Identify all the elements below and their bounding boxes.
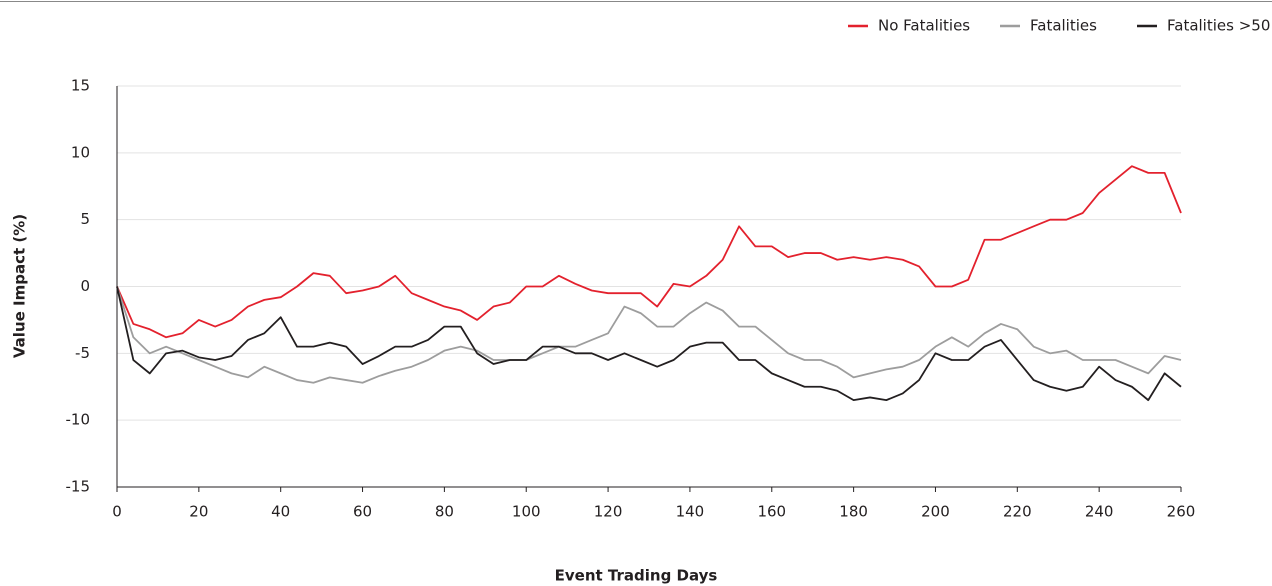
- x-tick-label: 60: [353, 503, 372, 521]
- y-axis-label: Value Impact (%): [11, 214, 29, 358]
- y-tick-label: -15: [66, 478, 91, 496]
- x-tick-label: 120: [594, 503, 623, 521]
- series-line: [116, 165, 1182, 339]
- x-tick-label: 200: [921, 503, 950, 521]
- series-line: [116, 286, 1182, 384]
- y-tick-label: -5: [75, 344, 90, 362]
- y-tick-label: 15: [71, 77, 90, 95]
- series-line: [116, 286, 1182, 402]
- legend-label: No Fatalities: [878, 17, 970, 35]
- x-tick-label: 220: [1003, 503, 1032, 521]
- x-tick-label: 140: [676, 503, 705, 521]
- x-tick-label: 260: [1167, 503, 1196, 521]
- x-tick-label: 40: [271, 503, 290, 521]
- x-tick-label: 180: [839, 503, 868, 521]
- x-tick-label: 80: [435, 503, 454, 521]
- y-tick-label: -10: [66, 411, 91, 429]
- x-tick-label: 240: [1085, 503, 1114, 521]
- y-tick-label: 0: [80, 277, 90, 295]
- y-tick-label: 5: [80, 210, 90, 228]
- x-tick-label: 20: [189, 503, 208, 521]
- x-tick-label: 100: [512, 503, 541, 521]
- legend-label: Fatalities >50: [1167, 17, 1270, 35]
- legend-label: Fatalities: [1030, 17, 1097, 35]
- y-tick-label: 10: [71, 143, 90, 161]
- x-tick-label: 0: [112, 503, 122, 521]
- x-axis-label: Event Trading Days: [555, 567, 718, 585]
- x-tick-label: 160: [757, 503, 786, 521]
